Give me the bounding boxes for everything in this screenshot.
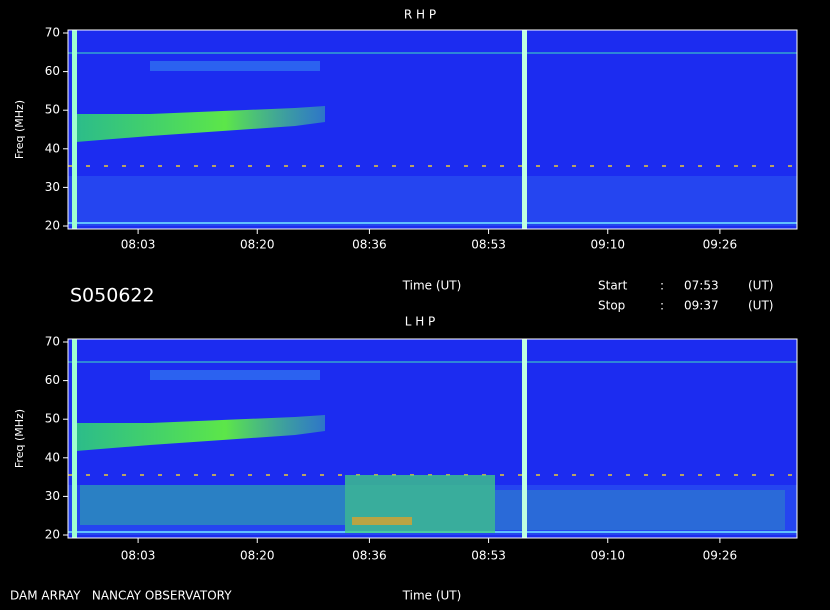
storm: [80, 485, 345, 525]
x-tick-label: 08:36: [352, 549, 387, 563]
panel-title: R H P: [404, 8, 436, 22]
faint-band: [150, 370, 320, 380]
stop-time: 09:37: [684, 299, 719, 313]
x-tick-label: 09:10: [590, 549, 625, 563]
y-tick-label: 30: [45, 180, 60, 194]
stop-unit: (UT): [748, 299, 773, 313]
y-tick-label: 70: [45, 26, 60, 40]
emission: [68, 30, 797, 229]
calib-line: [72, 339, 77, 538]
x-tick-label: 08:03: [121, 549, 156, 563]
y-tick-label: 40: [45, 141, 60, 155]
x-tick-label: 08:53: [471, 549, 506, 563]
y-tick-label: 40: [45, 450, 60, 464]
x-tick-label: 09:26: [703, 238, 738, 252]
x-tick-label: 08:20: [240, 238, 275, 252]
y-tick-label: 30: [45, 489, 60, 503]
start-label: Start: [598, 279, 628, 293]
faint-band: [150, 61, 320, 71]
x-tick-label: 08:20: [240, 549, 275, 563]
start-unit: (UT): [748, 279, 773, 293]
stop-label: Stop: [598, 299, 625, 313]
observation-id: S050622: [70, 285, 155, 307]
x-tick-label: 08:36: [352, 238, 387, 252]
footer: DAM ARRAY NANCAY OBSERVATORY: [10, 589, 232, 603]
y-tick-label: 70: [45, 335, 60, 349]
emission: [68, 339, 797, 538]
calib-line: [522, 30, 527, 229]
x-tick-label: 08:53: [471, 238, 506, 252]
frame: [67, 338, 798, 539]
frame: [67, 29, 798, 230]
calib-line: [522, 339, 527, 538]
y-tick-label: 20: [45, 528, 60, 542]
storm: [495, 490, 785, 530]
y-tick-label: 60: [45, 373, 60, 387]
burst: [76, 106, 325, 142]
start-sep: :: [660, 279, 664, 293]
panel-title: L H P: [405, 315, 436, 329]
x-tick-label: 08:03: [121, 238, 156, 252]
start-time: 07:53: [684, 279, 719, 293]
stop-sep: :: [660, 299, 664, 313]
y-axis-label: Freq (MHz): [13, 409, 26, 468]
x-axis-label: Time (UT): [402, 279, 462, 293]
storm: [352, 517, 412, 525]
y-tick-label: 60: [45, 64, 60, 78]
y-axis-label: Freq (MHz): [13, 100, 26, 159]
y-tick-label: 50: [45, 412, 60, 426]
noise-band: [68, 176, 797, 226]
y-tick-label: 50: [45, 103, 60, 117]
calib-line: [72, 30, 77, 229]
y-tick-label: 20: [45, 219, 60, 233]
x-tick-label: 09:10: [590, 238, 625, 252]
x-axis-label: Time (UT): [402, 589, 462, 603]
x-tick-label: 09:26: [703, 549, 738, 563]
burst: [76, 415, 325, 451]
